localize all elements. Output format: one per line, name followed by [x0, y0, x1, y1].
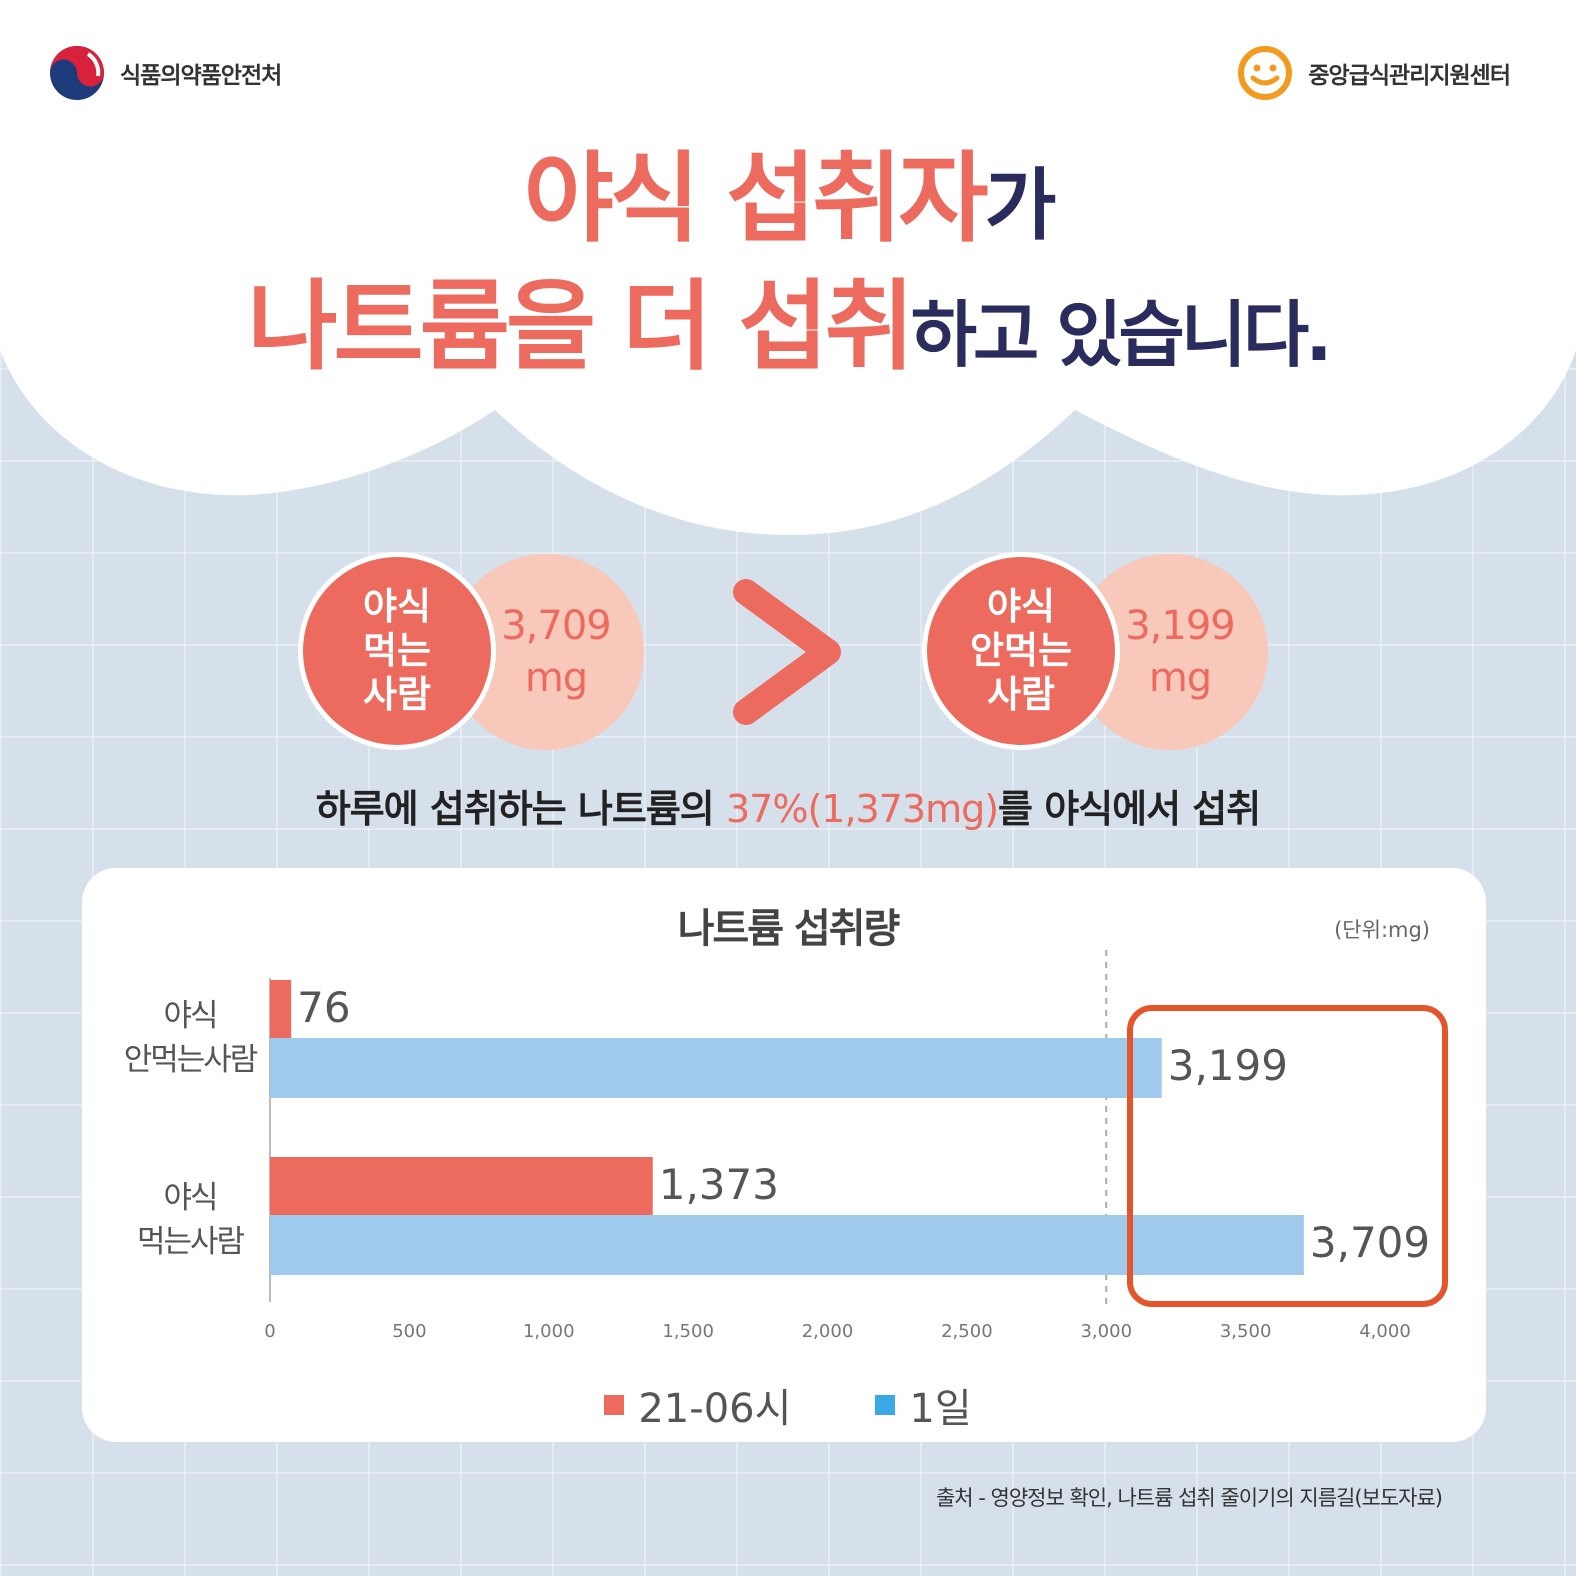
legend-swatch-day — [875, 1395, 896, 1415]
legend-item-day: 1일 — [875, 1376, 972, 1434]
data-label-day-0: 3,199 — [1168, 1041, 1288, 1090]
x-tick-label: 2,500 — [941, 1321, 993, 1342]
right-org-name: 중앙급식관리지원센터 — [1308, 63, 1511, 89]
highlight-box — [1127, 1005, 1448, 1307]
x-tick-label: 3,500 — [1220, 1321, 1272, 1342]
legend-item-night: 21-06시 — [604, 1376, 791, 1434]
data-label-day-1: 3,709 — [1310, 1218, 1430, 1267]
headline-line-1: 야식 섭취자가 — [523, 142, 1057, 256]
x-tick-label: 0 — [264, 1321, 275, 1342]
center-logo: 중앙급식관리지원센터 — [1236, 44, 1511, 102]
comparison-row: 3,709 mg 야식 먹는 사람 3,199 mg 야식 안먹는 사람 — [0, 552, 1576, 752]
bar-day-1 — [270, 1215, 1304, 1275]
data-label-night-0: 76 — [297, 983, 350, 1032]
right-value-circle: 3,199 mg — [1072, 554, 1268, 750]
smile-icon — [1238, 46, 1293, 100]
x-tick-label: 2,000 — [802, 1321, 854, 1342]
cloud-background — [0, 0, 1576, 535]
source-note: 출처 - 영양정보 확인, 나트륨 섭취 줄이기의 지름길(보도자료) — [935, 1486, 1443, 1510]
x-tick-label: 4,000 — [1359, 1321, 1411, 1342]
x-tick-label: 500 — [392, 1321, 426, 1342]
bar-day-0 — [270, 1038, 1162, 1098]
left-label-circle: 야식 먹는 사람 — [298, 552, 496, 750]
x-tick-label: 3,000 — [1080, 1321, 1132, 1342]
taegeuk-icon — [50, 46, 104, 100]
data-label-night-1: 1,373 — [659, 1160, 779, 1209]
x-tick-label: 1,500 — [662, 1321, 714, 1342]
unit-note: (단위:mg) — [1334, 918, 1430, 942]
summary-text: 하루에 섭취하는 나트륨의 37%(1,373mg)를 야식에서 섭취 — [315, 787, 1261, 831]
bar-night-0 — [270, 980, 292, 1038]
right-label-circle: 야식 안먹는 사람 — [922, 552, 1120, 750]
x-tick-label: 1,000 — [523, 1321, 575, 1342]
legend-swatch-night — [604, 1395, 625, 1415]
headline-line-2: 나트륨을 더 섭취하고 있습니다. — [247, 270, 1332, 384]
mfds-logo: 식품의약품안전처 — [48, 44, 282, 102]
chart-card — [82, 868, 1486, 1442]
legend: 21-06시 1일 — [0, 1376, 1576, 1434]
category-label-snack: 야식 먹는사람 — [136, 1180, 245, 1260]
greater-than-icon — [733, 579, 841, 725]
chart-title: 나트륨 섭취량 — [677, 906, 901, 952]
category-label-no-snack: 야식 안먹는사람 — [123, 998, 259, 1078]
left-org-name: 식품의약품안전처 — [120, 63, 282, 89]
bar-night-1 — [270, 1157, 653, 1215]
